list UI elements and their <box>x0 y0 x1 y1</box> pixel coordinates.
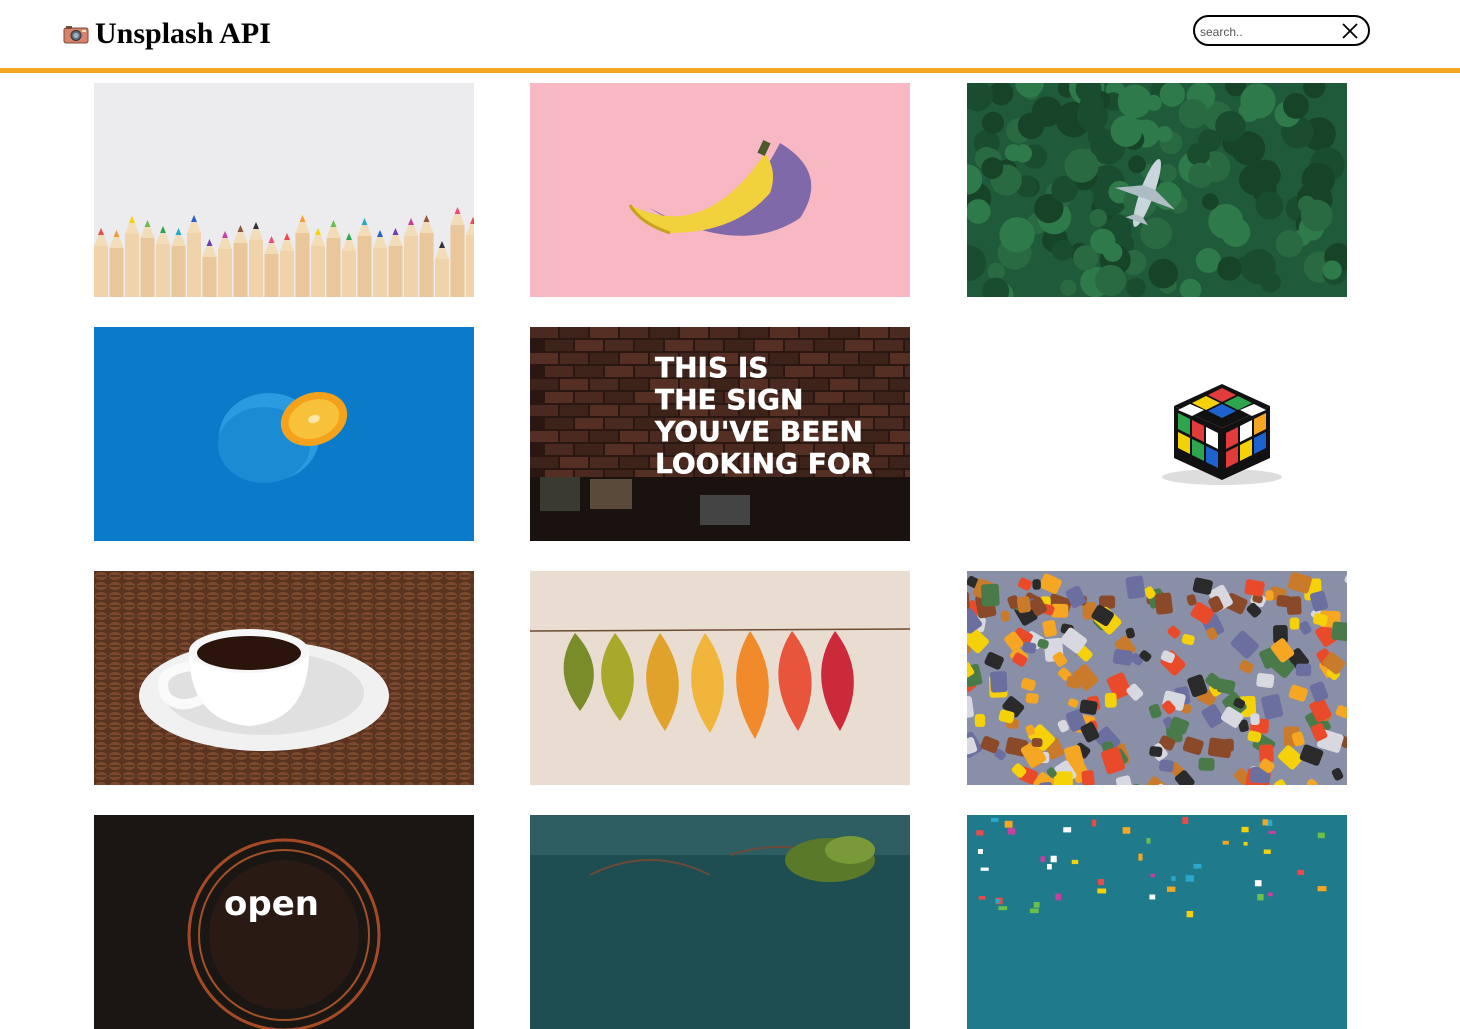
photo-plane-in-forest[interactable] <box>967 83 1347 297</box>
photo-water-plants[interactable] <box>530 815 910 1029</box>
photo-blue-orange[interactable] <box>94 327 474 541</box>
close-icon[interactable] <box>1341 22 1359 40</box>
neon-sign-line-3: YOU'VE BEEN <box>654 415 863 448</box>
brand: Unsplash API <box>63 16 271 52</box>
photo-coffee-cup[interactable] <box>94 571 474 785</box>
neon-sign-line-4: LOOKING FOR <box>655 447 872 480</box>
photo-puzzle-pieces[interactable] <box>967 571 1347 785</box>
neon-sign-line-1: THIS IS <box>655 351 768 384</box>
neon-sign-line-2: THE SIGN <box>655 383 803 416</box>
camera-icon <box>63 24 89 44</box>
search-input[interactable] <box>1200 23 1330 41</box>
photo-autumn-leaves[interactable] <box>530 571 910 785</box>
photo-neon-circle[interactable]: open <box>94 815 474 1029</box>
photo-colored-pencils[interactable] <box>94 83 474 297</box>
header-bar: Unsplash API <box>0 0 1460 73</box>
page-title: Unsplash API <box>95 17 271 50</box>
photo-neon-sign[interactable]: THIS IS THE SIGN YOU'VE BEEN LOOKING FOR <box>530 327 910 541</box>
photo-banana[interactable] <box>530 83 910 297</box>
search-box <box>1193 15 1370 46</box>
photo-confetti[interactable] <box>967 815 1347 1029</box>
neon-circle-text: open <box>224 884 319 924</box>
photo-rubiks-cube[interactable] <box>967 327 1347 541</box>
